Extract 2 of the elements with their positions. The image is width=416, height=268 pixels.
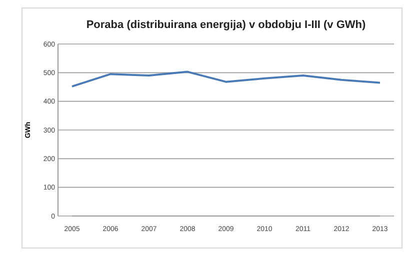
line-series — [71, 70, 381, 88]
chart-title: Poraba (distribuirana energija) v obdobju I-III (v GWh) — [86, 19, 366, 31]
